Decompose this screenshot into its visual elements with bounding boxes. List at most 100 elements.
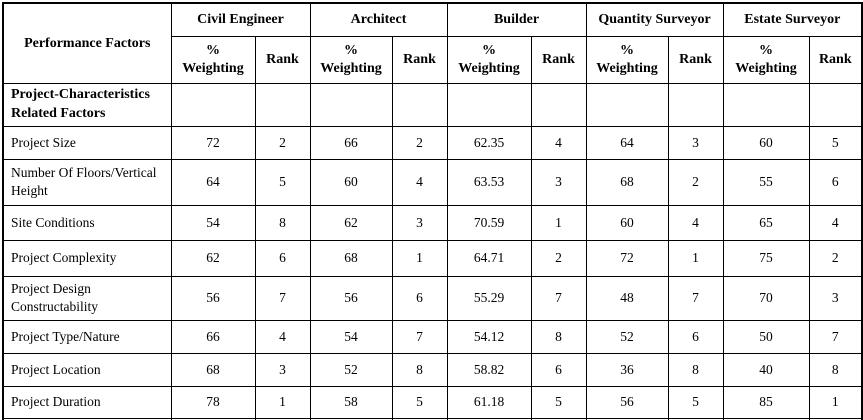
group-header-architect: Architect <box>309 2 448 37</box>
rank-cell: 2 <box>808 239 863 277</box>
rank-cell: 6 <box>530 352 587 387</box>
rank-header: Rank <box>808 35 863 84</box>
rank-cell: 4 <box>808 204 863 241</box>
empty-cell <box>585 82 669 127</box>
weighting-header: % Weighting <box>585 35 669 84</box>
rank-cell: 1 <box>391 239 448 277</box>
empty-cell <box>808 82 863 127</box>
rank-cell: 8 <box>530 319 587 354</box>
weighting-cell: 65 <box>722 204 810 241</box>
weighting-cell: 62.35 <box>446 125 532 160</box>
weighting-cell: 40 <box>722 352 810 387</box>
rank-cell: 8 <box>808 352 863 387</box>
rank-cell: 5 <box>808 125 863 160</box>
corner-header: Performance Factors <box>2 2 172 84</box>
weighting-cell: 62 <box>170 239 256 277</box>
empty-cell <box>254 417 311 420</box>
rank-cell: 3 <box>530 158 587 206</box>
weighting-cell: 50 <box>722 319 810 354</box>
empty-cell <box>170 82 256 127</box>
factor-cell: Site Conditions <box>2 204 172 241</box>
weighting-cell: 63.53 <box>446 158 532 206</box>
rank-cell: 5 <box>530 385 587 419</box>
rank-cell: 1 <box>667 239 724 277</box>
weighting-cell: 60 <box>722 125 810 160</box>
rank-cell: 6 <box>667 319 724 354</box>
sub-header-row: % Weighting Rank% Weighting Rank% Weightin… <box>3 35 863 84</box>
rank-cell: 6 <box>808 158 863 206</box>
rank-cell: 1 <box>254 385 311 419</box>
weighting-cell: 56 <box>170 275 256 321</box>
weighting-cell: 54 <box>170 204 256 241</box>
empty-cell <box>391 82 448 127</box>
table-row: Project Location 68 3 52 8 58.82 6 36 8 40 8 <box>2 352 863 387</box>
rank-cell: 8 <box>667 352 724 387</box>
table-row: Project Duration 78 1 58 5 61.18 5 56 5 85 1 <box>2 385 863 419</box>
weighting-cell: 55.29 <box>446 275 532 321</box>
weighting-cell: 48 <box>585 275 669 321</box>
weighting-cell: 52 <box>309 352 393 387</box>
rank-header: Rank <box>530 35 587 84</box>
weighting-cell: 85 <box>722 385 810 419</box>
group-header-row: Performance Factors Civil Engineer Archi… <box>2 2 863 84</box>
rank-cell: 7 <box>391 319 448 354</box>
factor-cell: Project Design Constructability <box>2 275 172 321</box>
rank-header: Rank <box>254 35 311 84</box>
empty-cell <box>667 82 724 127</box>
section-label: Project-Characteristics Related Factors <box>2 82 172 127</box>
weighting-cell: 64 <box>170 158 256 206</box>
weighting-cell: 78 <box>170 385 256 419</box>
weighting-cell: 36 <box>585 352 669 387</box>
weighting-cell: 70.59 <box>446 204 532 241</box>
empty-cell <box>254 82 311 127</box>
rank-cell: 2 <box>254 125 311 160</box>
weighting-cell: 64.71 <box>446 239 532 277</box>
rank-cell: 4 <box>391 158 448 206</box>
group-header-estate-surveyor: Estate Surveyor <box>722 2 863 37</box>
rank-header: Rank <box>391 35 448 84</box>
rank-cell: 3 <box>808 275 863 321</box>
weighting-cell: 61.18 <box>446 385 532 419</box>
rank-cell: 3 <box>667 125 724 160</box>
weighting-cell: 68 <box>585 158 669 206</box>
rank-cell: 1 <box>530 204 587 241</box>
weighting-cell: 72 <box>585 239 669 277</box>
weighting-header: % Weighting <box>170 35 256 84</box>
weighting-cell: 58.82 <box>446 352 532 387</box>
rank-cell: 7 <box>667 275 724 321</box>
weighting-cell: 64 <box>585 125 669 160</box>
weighting-cell: 58 <box>309 385 393 419</box>
empty-cell <box>667 417 724 420</box>
weighting-cell: 56 <box>309 275 393 321</box>
rank-cell: 7 <box>254 275 311 321</box>
weighting-cell: 75 <box>722 239 810 277</box>
rank-cell: 6 <box>391 275 448 321</box>
rank-cell: 4 <box>667 204 724 241</box>
factor-cell: Number Of Floors/Vertical Height <box>2 158 172 206</box>
table-row: Site Conditions 54 8 62 3 70.59 1 60 4 65 4 <box>2 204 863 241</box>
rank-cell: 2 <box>530 239 587 277</box>
weighting-header: % Weighting <box>309 35 393 84</box>
rank-cell: 2 <box>391 125 448 160</box>
weighting-cell: 54 <box>309 319 393 354</box>
weighting-cell: 72 <box>170 125 256 160</box>
factor-cell: Project Complexity <box>2 239 172 277</box>
rank-cell: 4 <box>530 125 587 160</box>
empty-cell <box>446 82 532 127</box>
table-row: Project Type/Nature 66 4 54 7 54.12 8 52 6 50 7 <box>2 319 863 354</box>
rank-cell: 4 <box>254 319 311 354</box>
empty-cell <box>722 82 810 127</box>
group-header-quantity-surveyor: Quantity Surveyor <box>585 2 724 37</box>
rank-cell: 5 <box>391 385 448 419</box>
section-row: Project-Characteristics Related Factors <box>2 82 863 127</box>
rank-header: Rank <box>667 35 724 84</box>
factor-cell: Project Location <box>2 352 172 387</box>
weighting-cell: 68 <box>309 239 393 277</box>
weighting-cell: 68 <box>170 352 256 387</box>
group-header-civil-engineer: Civil Engineer <box>170 2 311 37</box>
weighting-cell: 60 <box>585 204 669 241</box>
weighting-cell: 52 <box>585 319 669 354</box>
table-row: Project Complexity 62 6 68 1 64.71 2 72 1 75 2 <box>2 239 863 277</box>
weighting-cell: 56 <box>585 385 669 419</box>
